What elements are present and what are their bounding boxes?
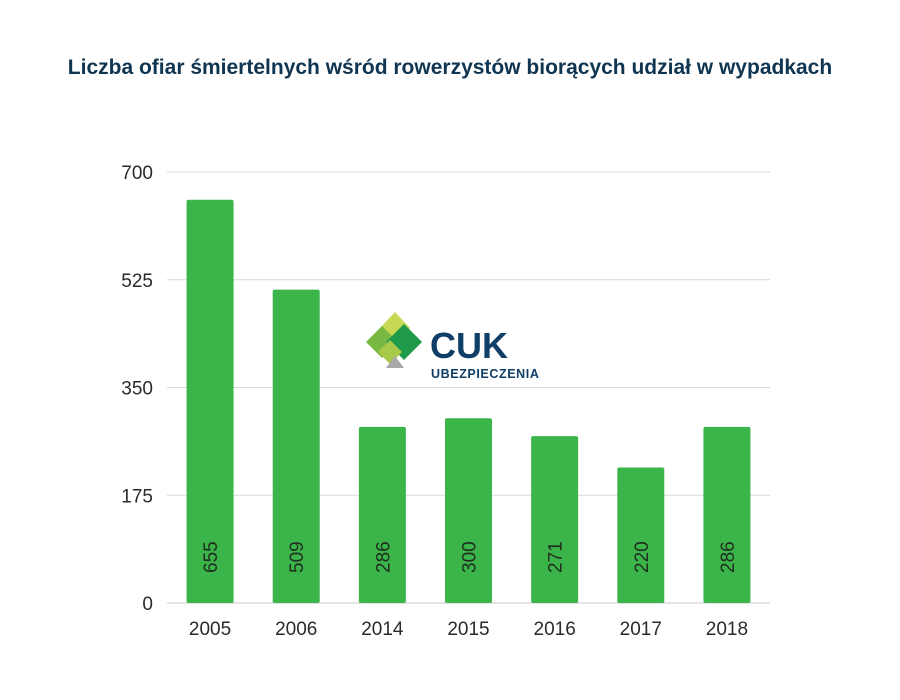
bar-value-label: 286: [718, 541, 739, 573]
bar-value-label: 271: [546, 541, 567, 573]
x-tick-label: 2018: [706, 619, 748, 640]
x-tick-label: 2006: [275, 619, 317, 640]
x-tick-label: 2015: [447, 619, 489, 640]
y-axis-ticks: 0 175 350 525 700: [121, 163, 153, 615]
x-tick-label: 2016: [534, 619, 576, 640]
logo-name: CUK: [430, 325, 508, 366]
bar-value-label: 655: [201, 541, 222, 573]
bar-value-label: 509: [287, 541, 308, 573]
bar: [703, 426, 751, 603]
x-tick-label: 2017: [620, 619, 662, 640]
x-axis-ticks: 2005 2006 2014 2015 2016 2017 2018: [189, 619, 748, 640]
cuk-diamond-logo-icon: [366, 312, 422, 368]
bar: [531, 436, 579, 603]
bar: [186, 199, 234, 603]
chart-title: Liczba ofiar śmiertelnych wśród rowerzys…: [67, 56, 833, 79]
y-tick-label: 350: [121, 379, 153, 400]
bar: [445, 418, 492, 603]
x-tick-label: 2005: [189, 619, 231, 640]
bar-value-label: 220: [632, 541, 653, 573]
logo-tagline: UBEZPIECZENIA: [431, 367, 540, 381]
bar: [272, 289, 320, 603]
bar-value-label: 286: [373, 541, 394, 573]
bar-value-label: 300: [460, 541, 481, 573]
y-tick-label: 0: [142, 594, 153, 615]
y-tick-label: 525: [121, 271, 153, 292]
y-tick-label: 700: [121, 163, 153, 184]
bars: 655 509 286 300 271 220 286: [186, 199, 751, 603]
x-tick-label: 2014: [361, 619, 404, 640]
bar: [358, 426, 406, 603]
cuk-logo: CUK UBEZPIECZENIA: [366, 312, 540, 381]
y-tick-label: 175: [121, 486, 153, 507]
bar: [617, 467, 665, 603]
